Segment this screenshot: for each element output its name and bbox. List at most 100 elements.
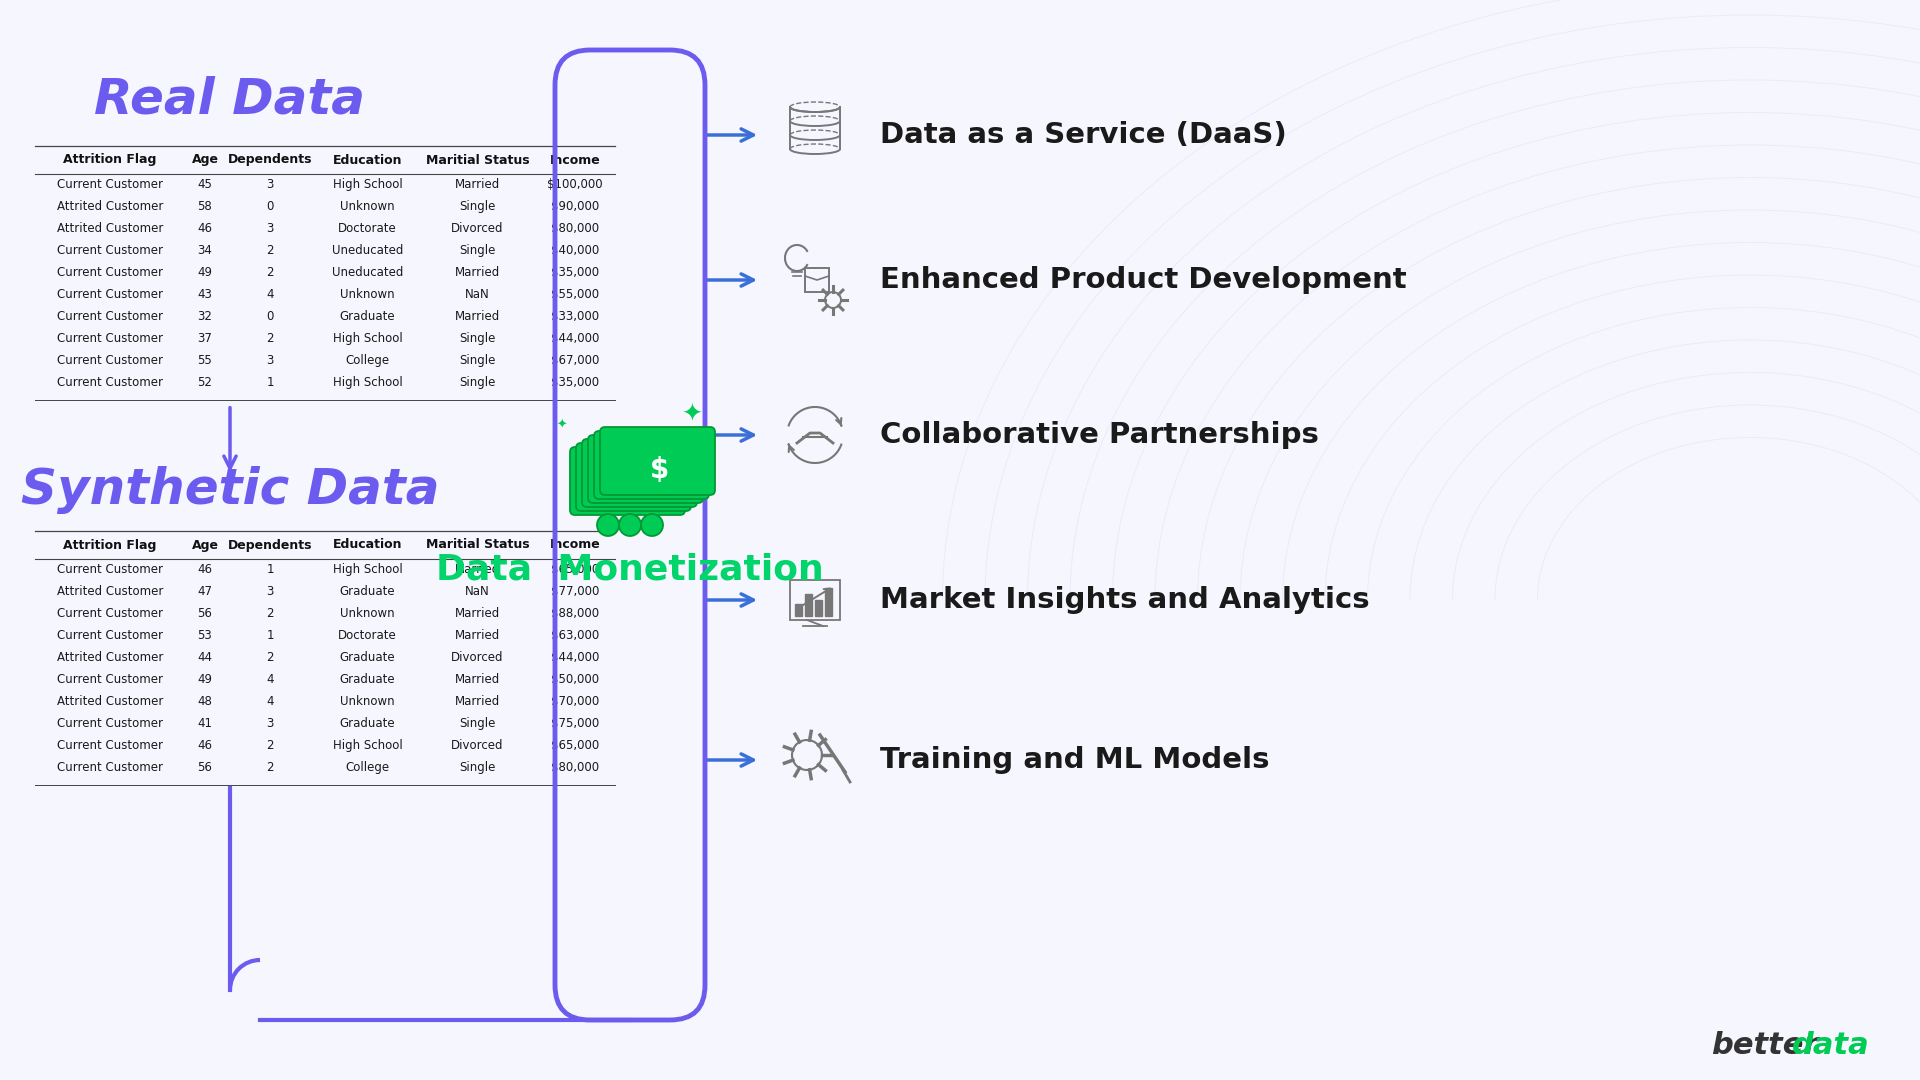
Text: NaN: NaN — [465, 584, 490, 597]
Text: 4: 4 — [267, 694, 275, 707]
Bar — [795, 604, 803, 616]
Text: 43: 43 — [198, 287, 213, 300]
Text: 46: 46 — [198, 563, 213, 576]
Text: Attrited Customer: Attrited Customer — [58, 694, 163, 707]
Text: $67,000: $67,000 — [551, 354, 599, 367]
Text: 37: 37 — [198, 332, 213, 345]
Text: Single: Single — [459, 244, 495, 257]
Text: $90,000: $90,000 — [551, 200, 599, 213]
Text: Attrited Customer: Attrited Customer — [58, 221, 163, 234]
Text: 3: 3 — [267, 221, 275, 234]
Text: Attrition Flag: Attrition Flag — [63, 153, 157, 166]
Text: Dependents: Dependents — [228, 539, 313, 552]
Text: better: better — [1711, 1030, 1818, 1059]
Text: 1: 1 — [267, 629, 275, 642]
Text: Current Customer: Current Customer — [58, 244, 163, 257]
Text: 46: 46 — [198, 221, 213, 234]
Text: 49: 49 — [198, 266, 213, 279]
Text: Married: Married — [455, 563, 499, 576]
Circle shape — [618, 514, 641, 536]
Text: 2: 2 — [267, 244, 275, 257]
Text: $80,000: $80,000 — [551, 221, 599, 234]
Text: $88,000: $88,000 — [551, 607, 599, 620]
Text: $35,000: $35,000 — [551, 376, 599, 389]
Text: $63,000: $63,000 — [551, 629, 599, 642]
Text: Uneducated: Uneducated — [332, 244, 403, 257]
Text: Attrited Customer: Attrited Customer — [58, 200, 163, 213]
Text: 44: 44 — [198, 650, 213, 664]
Text: 3: 3 — [267, 178, 275, 191]
Text: $50,000: $50,000 — [551, 673, 599, 686]
Text: $35,000: $35,000 — [551, 266, 599, 279]
Text: High School: High School — [332, 739, 403, 752]
Text: $44,000: $44,000 — [551, 332, 599, 345]
Text: 2: 2 — [267, 266, 275, 279]
FancyBboxPatch shape — [593, 431, 708, 499]
Text: Current Customer: Current Customer — [58, 178, 163, 191]
Text: College: College — [346, 760, 390, 773]
Text: Age: Age — [192, 153, 219, 166]
Circle shape — [597, 514, 618, 536]
Text: 41: 41 — [198, 717, 213, 730]
Text: 32: 32 — [198, 310, 213, 323]
Text: Age: Age — [192, 539, 219, 552]
Text: Single: Single — [459, 332, 495, 345]
Text: Graduate: Graduate — [340, 650, 396, 664]
Text: 45: 45 — [198, 178, 213, 191]
Text: 55: 55 — [198, 354, 213, 367]
Bar — [826, 588, 831, 616]
Text: ✦: ✦ — [699, 428, 712, 443]
Text: Graduate: Graduate — [340, 717, 396, 730]
Text: 49: 49 — [198, 673, 213, 686]
Text: $33,000: $33,000 — [551, 310, 599, 323]
Text: Income: Income — [549, 539, 601, 552]
Text: 56: 56 — [198, 760, 213, 773]
Text: Real Data: Real Data — [94, 76, 365, 124]
Text: 4: 4 — [267, 287, 275, 300]
FancyBboxPatch shape — [588, 435, 703, 503]
Text: Training and ML Models: Training and ML Models — [879, 746, 1269, 774]
Text: Education: Education — [332, 539, 403, 552]
Text: Current Customer: Current Customer — [58, 673, 163, 686]
Text: Uneducated: Uneducated — [332, 266, 403, 279]
Text: Married: Married — [455, 694, 499, 707]
Text: $65,000: $65,000 — [551, 739, 599, 752]
Text: Current Customer: Current Customer — [58, 717, 163, 730]
Text: Data as a Service (DaaS): Data as a Service (DaaS) — [879, 121, 1286, 149]
Text: 3: 3 — [267, 354, 275, 367]
Text: 1: 1 — [267, 563, 275, 576]
Text: Current Customer: Current Customer — [58, 310, 163, 323]
Text: Education: Education — [332, 153, 403, 166]
Bar — [814, 600, 822, 616]
Text: Market Insights and Analytics: Market Insights and Analytics — [879, 586, 1369, 615]
Text: 53: 53 — [198, 629, 213, 642]
Text: Married: Married — [455, 629, 499, 642]
Text: Dependents: Dependents — [228, 153, 313, 166]
FancyBboxPatch shape — [570, 447, 685, 515]
Text: Data  Monetization: Data Monetization — [436, 553, 824, 588]
Text: 3: 3 — [267, 717, 275, 730]
Text: Attrited Customer: Attrited Customer — [58, 650, 163, 664]
Text: Current Customer: Current Customer — [58, 629, 163, 642]
Text: 1: 1 — [267, 376, 275, 389]
Text: $55,000: $55,000 — [551, 287, 599, 300]
Text: Single: Single — [459, 200, 495, 213]
Text: 52: 52 — [198, 376, 213, 389]
Text: 56: 56 — [198, 607, 213, 620]
Text: 2: 2 — [267, 739, 275, 752]
Text: Doctorate: Doctorate — [338, 221, 397, 234]
FancyBboxPatch shape — [599, 427, 714, 495]
Text: $77,000: $77,000 — [551, 584, 599, 597]
Text: Current Customer: Current Customer — [58, 739, 163, 752]
Text: Current Customer: Current Customer — [58, 563, 163, 576]
Text: Attrited Customer: Attrited Customer — [58, 584, 163, 597]
Bar — [804, 268, 829, 292]
Text: Single: Single — [459, 717, 495, 730]
Text: Divorced: Divorced — [451, 650, 503, 664]
Text: 2: 2 — [267, 760, 275, 773]
Text: $: $ — [651, 456, 670, 484]
Text: Unknown: Unknown — [340, 287, 396, 300]
Text: Current Customer: Current Customer — [58, 760, 163, 773]
Text: ✦: ✦ — [682, 403, 703, 427]
FancyBboxPatch shape — [576, 443, 691, 511]
